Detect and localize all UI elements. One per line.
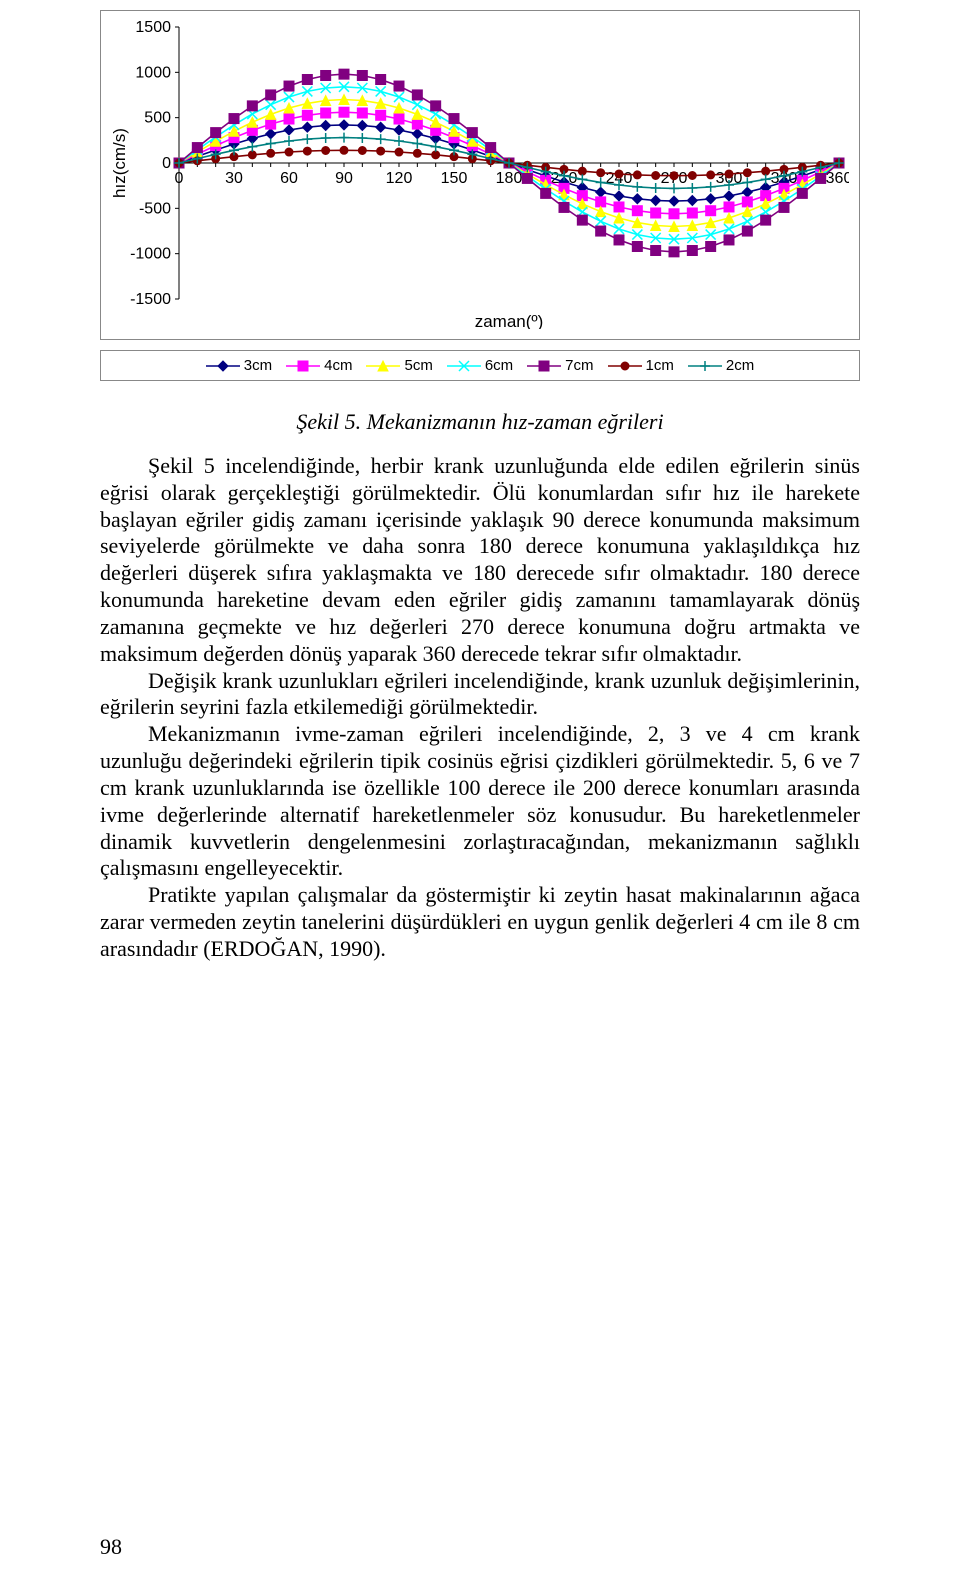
svg-text:1000: 1000 [135, 64, 171, 81]
line-chart: -1500-1000-50005001000150003060901201501… [109, 19, 851, 329]
legend-item: 6cm [447, 357, 513, 374]
svg-text:90: 90 [335, 170, 353, 187]
legend-label: 3cm [244, 357, 272, 374]
legend-item: 7cm [527, 357, 593, 374]
svg-text:-500: -500 [139, 200, 171, 217]
paragraph: Mekanizmanın ivme-zaman eğrileri incelen… [100, 721, 860, 882]
svg-text:-1500: -1500 [130, 291, 171, 308]
svg-text:360: 360 [826, 170, 849, 187]
legend-swatch [608, 359, 642, 373]
chart-legend: 3cm 4cm 5cm 6cm 7cm 1cm 2cm [100, 350, 860, 381]
chart-container: -1500-1000-50005001000150003060901201501… [100, 10, 860, 340]
page-number: 98 [100, 1534, 122, 1560]
legend-item: 4cm [286, 357, 352, 374]
svg-text:zaman(º): zaman(º) [475, 312, 544, 329]
legend-swatch [206, 359, 240, 373]
legend-item: 1cm [608, 357, 674, 374]
svg-text:500: 500 [144, 110, 171, 127]
legend-item: 3cm [206, 357, 272, 374]
paragraph: Değişik krank uzunlukları eğrileri incel… [100, 668, 860, 722]
svg-text:30: 30 [225, 170, 243, 187]
figure-caption: Şekil 5. Mekanizmanın hız-zaman eğrileri [100, 409, 860, 435]
paragraph: Pratikte yapılan çalışmalar da göstermiş… [100, 882, 860, 962]
svg-text:0: 0 [162, 155, 171, 172]
legend-swatch [366, 359, 400, 373]
legend-swatch [447, 359, 481, 373]
svg-text:1500: 1500 [135, 19, 171, 36]
legend-label: 7cm [565, 357, 593, 374]
svg-text:150: 150 [441, 170, 468, 187]
legend-label: 5cm [404, 357, 432, 374]
legend-label: 1cm [646, 357, 674, 374]
body-text: Şekil 5 incelendiğinde, herbir krank uzu… [100, 453, 860, 963]
legend-label: 2cm [726, 357, 754, 374]
legend-swatch [286, 359, 320, 373]
svg-text:120: 120 [386, 170, 413, 187]
legend-swatch [527, 359, 561, 373]
legend-label: 6cm [485, 357, 513, 374]
legend-item: 5cm [366, 357, 432, 374]
paragraph: Şekil 5 incelendiğinde, herbir krank uzu… [100, 453, 860, 668]
svg-text:hız(cm/s): hız(cm/s) [110, 128, 129, 198]
svg-text:0: 0 [175, 170, 184, 187]
legend-swatch [688, 359, 722, 373]
legend-label: 4cm [324, 357, 352, 374]
legend-item: 2cm [688, 357, 754, 374]
svg-text:180: 180 [496, 170, 523, 187]
svg-text:-1000: -1000 [130, 246, 171, 263]
svg-text:60: 60 [280, 170, 298, 187]
